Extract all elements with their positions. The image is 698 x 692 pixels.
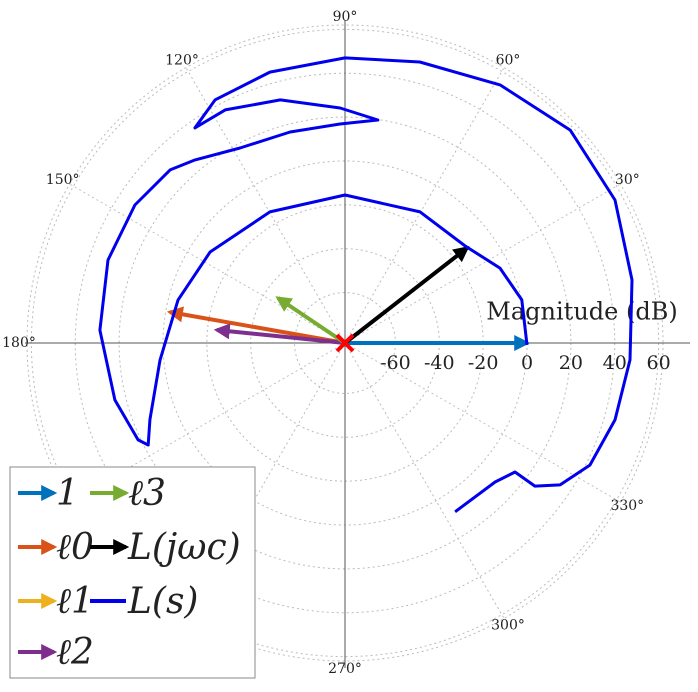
r-tick-label: -60 <box>380 352 411 374</box>
theta-tick-label: 150° <box>46 172 80 188</box>
theta-tick-label: 330° <box>610 498 644 514</box>
legend-label: ℓ2 <box>56 632 94 673</box>
r-tick-label: 40 <box>603 352 627 374</box>
grid-spoke <box>344 183 621 344</box>
vector-arrow <box>213 323 346 345</box>
grid-spoke <box>185 67 346 344</box>
theta-tick-label: 120° <box>165 53 199 69</box>
legend-label: ℓ0 <box>56 527 94 568</box>
grid-spoke <box>344 67 505 344</box>
r-tick-label: 20 <box>559 352 583 374</box>
vector-arrow <box>275 296 347 345</box>
vector-arrow <box>343 246 470 345</box>
r-tick-label: 0 <box>521 352 533 374</box>
grid-spoke <box>344 342 505 619</box>
grid-spoke <box>69 183 346 344</box>
theta-tick-label: 180° <box>2 335 36 351</box>
r-tick-label: -40 <box>424 352 455 374</box>
radial-axis-label: Magnitude (dB) <box>486 298 677 326</box>
legend-label: L(s) <box>127 581 198 622</box>
theta-tick-label: 30° <box>615 172 640 188</box>
legend-label: 1 <box>56 473 79 514</box>
theta-tick-label: 270° <box>328 661 362 677</box>
theta-tick-label: 90° <box>333 9 358 25</box>
legend-label: ℓ1 <box>56 581 94 622</box>
theta-tick-label: 60° <box>496 53 521 69</box>
r-tick-label: -20 <box>468 352 499 374</box>
legend-label: ℓ3 <box>128 473 166 514</box>
r-tick-label: 60 <box>647 352 671 374</box>
locus-line <box>98 56 634 514</box>
theta-tick-label: 300° <box>491 617 525 633</box>
origin-marker <box>335 333 355 353</box>
vector-arrow <box>166 306 346 345</box>
legend-box <box>9 466 256 679</box>
legend-label: L(jωc) <box>127 527 241 568</box>
